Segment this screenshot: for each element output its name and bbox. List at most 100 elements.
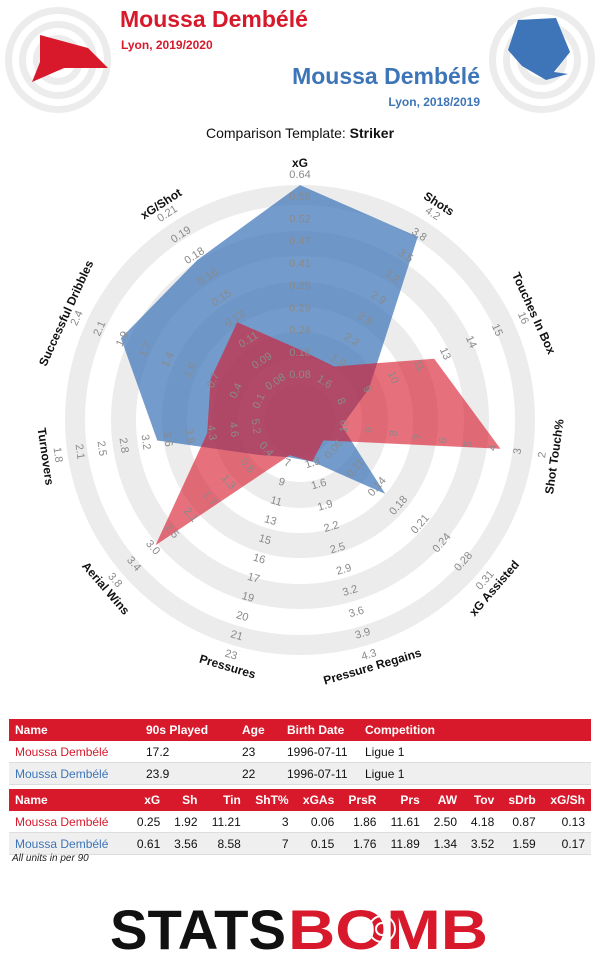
tick-label: 13 — [263, 513, 278, 528]
player1-subtitle: Lyon, 2019/2020 — [121, 38, 213, 52]
tick-label: 0.52 — [289, 213, 310, 225]
table-cell: Moussa Dembélé — [9, 832, 129, 855]
tick-label: 3 — [511, 447, 524, 455]
tick-label: 2.4 — [68, 309, 85, 328]
table-cell: 4.18 — [463, 811, 501, 833]
player-stats-table: Name xG Sh Tin ShT% xGAs PrsR Prs AW Tov… — [9, 789, 591, 855]
table-cell: 3.56 — [166, 832, 204, 855]
tick-label: 1.8 — [50, 446, 64, 463]
table-cell: 22 — [236, 762, 281, 785]
tick-label: 4.6 — [226, 421, 240, 438]
tick-label: 0.41 — [289, 258, 310, 270]
tick-label: 3.6 — [347, 604, 365, 620]
table-header: xG — [129, 789, 167, 811]
tick-label: 0.1 — [250, 392, 267, 411]
tick-label: 0.08 — [289, 369, 310, 381]
tick-label: 2 — [536, 451, 549, 459]
tick-label: 1.9 — [316, 498, 334, 514]
table-row: Moussa Dembélé 0.25 1.92 11.21 3 0.06 1.… — [9, 811, 591, 833]
table-cell: 3.52 — [463, 832, 501, 855]
tick-label: 0.58 — [289, 191, 310, 203]
table-cell: 1996-07-11 — [281, 762, 359, 785]
table-cell: 11.21 — [203, 811, 247, 833]
target-icon — [368, 915, 396, 943]
player-info-table: Name 90s Played Age Birth Date Competiti… — [9, 719, 591, 785]
tick-label: 1.4 — [159, 350, 176, 369]
tick-label: 2.5 — [329, 541, 347, 557]
table-header: Name — [9, 719, 140, 741]
tick-label: 5 — [462, 440, 475, 448]
axis-label: Turnovers — [35, 427, 57, 487]
series-polygon-2019-2020 — [155, 322, 501, 546]
tick-label: 20 — [235, 609, 250, 624]
player1-name: Moussa Dembélé — [120, 6, 308, 32]
table-header: sDrb — [500, 789, 542, 811]
table-header: xG/Sh — [541, 789, 591, 811]
tick-label: 2.1 — [91, 319, 108, 338]
icon-shape — [508, 18, 570, 80]
tick-label: 0.64 — [289, 169, 310, 181]
table-header: Prs — [382, 789, 426, 811]
logo-stats: STATS — [110, 898, 286, 955]
tick-label: 4 — [487, 444, 500, 452]
table-cell: 7 — [246, 832, 295, 855]
tick-label: 17 — [246, 571, 261, 586]
tick-label: 11 — [269, 494, 283, 509]
tick-label: 11 — [411, 358, 427, 373]
tick-label: 3.9 — [354, 626, 372, 642]
table-cell: 0.61 — [129, 832, 167, 855]
table-cell: Moussa Dembélé — [9, 811, 129, 833]
table-cell: 1.86 — [340, 811, 383, 833]
tick-label: 2.2 — [322, 519, 340, 535]
table-cell: 0.06 — [294, 811, 341, 833]
tick-label: 3.2 — [341, 583, 359, 599]
player2-radar-icon — [489, 7, 595, 113]
tick-label: 3.6 — [160, 431, 174, 448]
table-cell: 1.34 — [425, 832, 464, 855]
tick-label: 2.5 — [94, 440, 108, 457]
tick-label: 15 — [257, 532, 272, 547]
player2-name: Moussa Dembélé — [292, 63, 480, 89]
tick-label: 14 — [463, 334, 479, 350]
table-cell: 3 — [246, 811, 295, 833]
tick-label: 9 — [277, 476, 286, 489]
tick-label: 2.8 — [116, 437, 130, 454]
statsbomb-logo: STATS BOMB — [110, 898, 488, 955]
table-cell: 11.89 — [382, 832, 426, 855]
table-header: Tin — [203, 789, 247, 811]
table-cell: 23 — [236, 741, 281, 763]
tick-label: 3.9 — [182, 427, 196, 444]
table-header: 90s Played — [140, 719, 236, 741]
tick-label: 0.47 — [289, 236, 310, 248]
table-row: Moussa Dembélé 17.2 23 1996-07-11 Ligue … — [9, 741, 591, 763]
player2-subtitle: Lyon, 2018/2019 — [388, 95, 480, 109]
tick-label: 1.9 — [114, 330, 131, 349]
table-header: AW — [425, 789, 464, 811]
tick-label: 0.29 — [289, 302, 310, 314]
table-cell: 23.9 — [140, 762, 236, 785]
footnote: All units in per 90 — [12, 853, 89, 864]
table-cell: 0.13 — [541, 811, 591, 833]
tick-label: 23 — [223, 648, 238, 663]
table-cell: 1996-07-11 — [281, 741, 359, 763]
table-cell: Moussa Dembélé — [9, 762, 140, 785]
table-row: Moussa Dembélé 23.9 22 1996-07-11 Ligue … — [9, 762, 591, 785]
tick-label: 5.2 — [248, 418, 262, 435]
tick-label: 8 — [388, 430, 401, 438]
tick-label: 19 — [240, 590, 255, 605]
tick-label: 6 — [437, 437, 450, 445]
tick-label: 1.6 — [310, 477, 328, 493]
template-name: Striker — [349, 125, 395, 141]
table-header: PrsR — [340, 789, 383, 811]
table-header: Birth Date — [281, 719, 359, 741]
table-cell: 0.15 — [294, 832, 341, 855]
table-header: ShT% — [246, 789, 295, 811]
tick-label: 16 — [515, 310, 531, 326]
table-cell: 11.61 — [382, 811, 426, 833]
table-row: Moussa Dembélé 0.61 3.56 8.58 7 0.15 1.7… — [9, 832, 591, 855]
tick-label: 10 — [338, 419, 352, 433]
tick-label: 0.24 — [289, 325, 310, 337]
tick-label: 0.16 — [289, 347, 310, 359]
tick-label: 15 — [489, 322, 505, 338]
tick-label: 2.1 — [72, 443, 86, 460]
